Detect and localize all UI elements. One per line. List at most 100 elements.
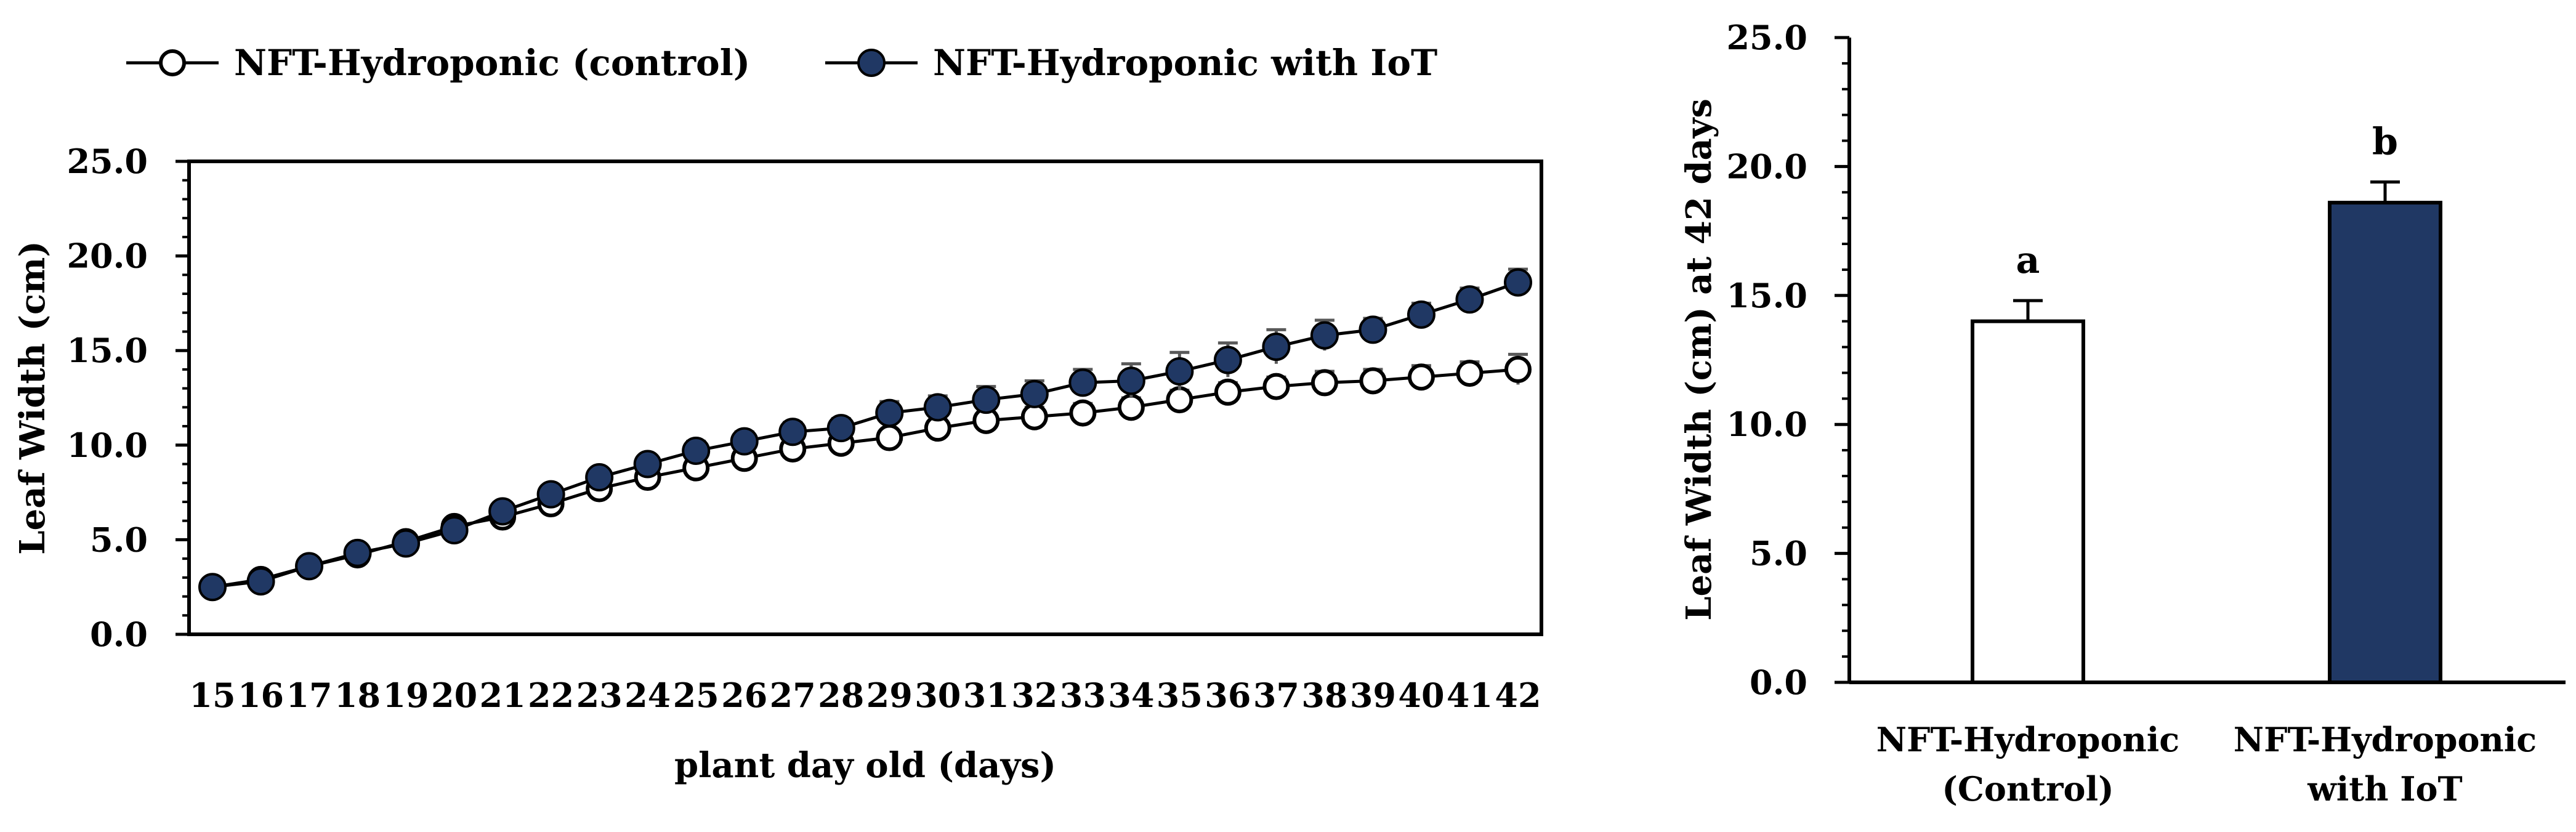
data-point bbox=[1407, 363, 1435, 391]
series-line-iot bbox=[212, 281, 1519, 589]
data-point bbox=[1359, 315, 1387, 344]
data-point bbox=[875, 398, 904, 427]
line-chart: 0.05.010.015.020.025.0 15 16 17 18 19 20 21 22 2… bbox=[12, 142, 1543, 786]
x-tick-label: 36 bbox=[1205, 676, 1251, 715]
bar-category-label-iot-line2: with IoT bbox=[2307, 769, 2462, 809]
bar-control bbox=[1971, 319, 2085, 684]
x-tick-label: 19 bbox=[382, 676, 429, 715]
data-point bbox=[876, 424, 903, 451]
data-point bbox=[536, 480, 565, 509]
bar-iot bbox=[2328, 201, 2442, 685]
line-chart-x-axis-title: plant day old (days) bbox=[674, 745, 1056, 786]
bar-chart-y-axis: 0.0 5.0 10.0 15.0 20.0 25.0 bbox=[1726, 18, 1849, 702]
legend-marker-control bbox=[159, 49, 186, 76]
data-point bbox=[1020, 403, 1048, 430]
x-tick-label: 15 bbox=[189, 676, 235, 715]
y-tick-label: 15.0 bbox=[67, 331, 148, 370]
series-iot bbox=[198, 267, 1532, 602]
line-chart-plot-frame bbox=[187, 160, 1543, 636]
data-point bbox=[1455, 285, 1484, 314]
significance-letter: a bbox=[2016, 239, 2040, 282]
line-chart-series bbox=[198, 267, 1532, 602]
data-point bbox=[826, 414, 855, 443]
bar-category-label-iot-line1: NFT-Hydroponic bbox=[2234, 720, 2537, 759]
legend-label-iot: NFT-Hydroponic with IoT bbox=[933, 42, 1437, 84]
line-chart-y-axis: 0.0 5.0 10.0 15.0 20.0 25.0 bbox=[67, 142, 189, 654]
x-tick-label: 27 bbox=[770, 676, 816, 715]
data-point bbox=[682, 437, 711, 466]
x-tick-label: 28 bbox=[818, 676, 864, 715]
x-tick-label: 29 bbox=[866, 676, 913, 715]
y-tick-label: 0.0 bbox=[90, 615, 148, 654]
legend-entry-control: NFT-Hydroponic (control) bbox=[126, 42, 750, 84]
x-tick-label: 23 bbox=[576, 676, 623, 715]
y-tick-label: 10.0 bbox=[1726, 405, 1807, 444]
x-tick-label: 24 bbox=[624, 676, 671, 715]
data-point bbox=[1213, 345, 1242, 374]
legend: NFT-Hydroponic (control) NFT-Hydroponic … bbox=[126, 42, 1437, 84]
y-tick-label: 0.0 bbox=[1750, 663, 1807, 702]
data-point bbox=[1214, 378, 1242, 406]
data-point bbox=[1262, 333, 1291, 361]
x-tick-label: 20 bbox=[431, 676, 477, 715]
bar-chart: 0.05.010.015.020.025.0 ab Leaf Width (cm… bbox=[1679, 18, 2566, 809]
data-point bbox=[246, 567, 275, 596]
y-tick-label: 15.0 bbox=[1726, 276, 1807, 315]
data-point bbox=[343, 538, 372, 567]
data-point bbox=[1166, 386, 1193, 414]
x-tick-label: 25 bbox=[673, 676, 719, 715]
data-point bbox=[488, 497, 517, 526]
bar-chart-bars: ab bbox=[1971, 121, 2442, 685]
data-point bbox=[198, 573, 227, 602]
legend-label-control: NFT-Hydroponic (control) bbox=[234, 42, 750, 84]
data-point bbox=[295, 552, 324, 581]
x-tick-label: 18 bbox=[334, 676, 381, 715]
data-point bbox=[1504, 355, 1532, 383]
x-tick-label: 40 bbox=[1398, 676, 1444, 715]
y-tick-label: 5.0 bbox=[90, 520, 148, 559]
x-tick-label: 22 bbox=[528, 676, 574, 715]
series-control bbox=[199, 352, 1532, 601]
x-tick-label: 33 bbox=[1060, 676, 1106, 715]
x-tick-label: 41 bbox=[1447, 676, 1493, 715]
data-point bbox=[633, 450, 662, 479]
line-chart-x-axis: 15 16 17 18 19 20 21 22 23 24 25 26 27 28 29 30 31 32 33 34… bbox=[189, 676, 1541, 715]
x-tick-label: 21 bbox=[480, 676, 526, 715]
y-tick-label: 20.0 bbox=[67, 236, 148, 276]
x-tick-label: 31 bbox=[963, 676, 1009, 715]
x-tick-label: 37 bbox=[1253, 676, 1299, 715]
x-tick-label: 26 bbox=[721, 676, 767, 715]
y-tick-label: 20.0 bbox=[1726, 147, 1807, 186]
data-point bbox=[1165, 357, 1194, 386]
bar-category-label-control-line1: NFT-Hydroponic bbox=[1876, 720, 2179, 759]
data-point bbox=[1068, 368, 1097, 397]
data-point bbox=[1262, 373, 1290, 400]
data-point bbox=[392, 529, 421, 558]
x-tick-label: 17 bbox=[286, 676, 332, 715]
x-tick-label: 34 bbox=[1108, 676, 1154, 715]
data-point bbox=[1020, 379, 1049, 408]
x-tick-label: 38 bbox=[1301, 676, 1347, 715]
series-line-control bbox=[212, 368, 1519, 589]
data-point bbox=[1069, 399, 1097, 427]
data-point bbox=[1310, 321, 1339, 350]
x-tick-label: 32 bbox=[1011, 676, 1057, 715]
y-tick-label: 25.0 bbox=[67, 142, 148, 181]
bar-category-label-control-line2: (Control) bbox=[1942, 769, 2114, 809]
data-point bbox=[972, 386, 1001, 414]
bar-chart-y-axis-title: Leaf Width (cm) at 42 days bbox=[1679, 99, 1719, 621]
legend-entry-iot: NFT-Hydroponic with IoT bbox=[825, 42, 1437, 84]
y-tick-label: 25.0 bbox=[1726, 18, 1807, 57]
significance-letter: b bbox=[2372, 121, 2398, 164]
data-point bbox=[778, 418, 807, 446]
x-tick-label: 42 bbox=[1495, 676, 1541, 715]
data-point bbox=[1504, 268, 1532, 297]
data-point bbox=[1310, 369, 1338, 397]
legend-marker-iot bbox=[857, 49, 886, 77]
data-point bbox=[585, 463, 614, 492]
x-tick-label: 39 bbox=[1350, 676, 1396, 715]
y-tick-label: 5.0 bbox=[1750, 534, 1807, 573]
data-point bbox=[1456, 360, 1484, 387]
data-point bbox=[730, 427, 759, 456]
